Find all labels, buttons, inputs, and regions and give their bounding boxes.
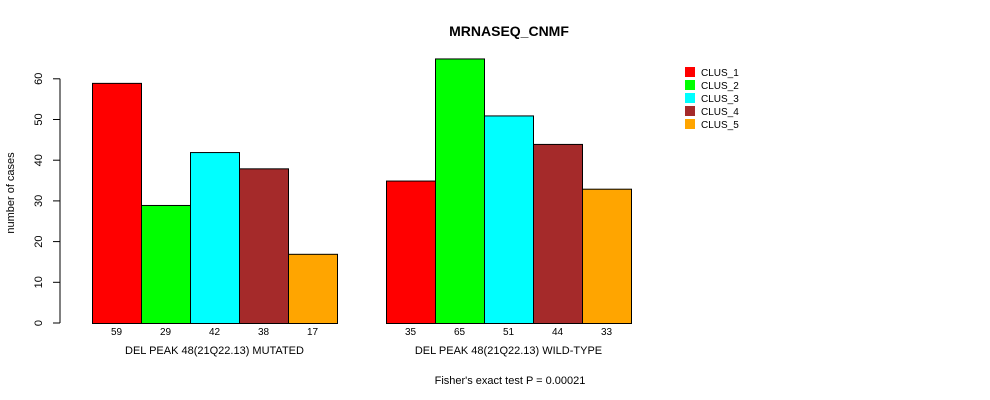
legend-swatch — [685, 119, 695, 129]
y-tick-label: 20 — [33, 235, 45, 247]
bar-group: 35 65 51 44 33 DEL PEAK 48(21Q22.13) WILD-TYP… — [386, 58, 632, 357]
y-tick-label: 40 — [33, 154, 45, 166]
y-tick-label: 60 — [33, 73, 45, 85]
y-tick-label: 0 — [33, 320, 45, 326]
bar-clus-5 — [288, 253, 338, 324]
y-axis-label: number of cases — [5, 152, 17, 234]
bar-count-label: 33 — [601, 327, 613, 338]
bar-count-label: 42 — [209, 327, 221, 338]
legend-item: CLUS_1 — [685, 67, 739, 79]
fisher-test-note: Fisher's exact test P = 0.00021 — [435, 375, 586, 387]
bar-count-label: 65 — [454, 327, 466, 338]
bar-clus-4 — [533, 143, 583, 324]
bar-count-label: 51 — [503, 327, 515, 338]
y-tick-label: 10 — [33, 276, 45, 288]
bar-clus-2 — [435, 58, 485, 324]
legend-item: CLUS_3 — [685, 93, 739, 105]
bar-clus-3 — [484, 115, 534, 325]
y-axis: 0 10 20 30 40 50 60 — [33, 73, 61, 326]
bar-count-label: 44 — [552, 327, 564, 338]
legend-item: CLUS_4 — [685, 106, 739, 118]
bar-count-label: 29 — [160, 327, 172, 338]
y-tick-label: 50 — [33, 113, 45, 125]
bar-count-label: 59 — [111, 327, 123, 338]
legend-label: CLUS_3 — [701, 94, 739, 105]
legend-swatch — [685, 67, 695, 77]
bar-clus-1 — [386, 180, 436, 324]
bar-count-label: 17 — [307, 327, 319, 338]
legend-label: CLUS_4 — [701, 107, 739, 118]
bar-clus-4 — [239, 168, 289, 324]
legend-label: CLUS_5 — [701, 120, 739, 131]
y-tick-label: 30 — [33, 195, 45, 207]
bar-clus-5 — [582, 188, 632, 324]
legend-swatch — [685, 80, 695, 90]
group-label: DEL PEAK 48(21Q22.13) WILD-TYPE — [415, 345, 602, 357]
bar-count-label: 35 — [405, 327, 417, 338]
bar-clus-2 — [141, 204, 191, 324]
bar-clus-1 — [92, 82, 142, 325]
legend-swatch — [685, 106, 695, 116]
legend-item: CLUS_5 — [685, 119, 739, 131]
chart-title: MRNASEQ_CNMF — [449, 23, 569, 39]
legend-item: CLUS_2 — [685, 80, 739, 92]
legend-label: CLUS_2 — [701, 81, 739, 92]
legend-label: CLUS_1 — [701, 68, 739, 79]
legend: CLUS_1 CLUS_2 CLUS_3 CLUS_4 CLUS_5 — [685, 67, 739, 131]
bar-count-label: 38 — [258, 327, 270, 338]
bar-clus-3 — [190, 152, 240, 324]
legend-swatch — [685, 93, 695, 103]
group-label: DEL PEAK 48(21Q22.13) MUTATED — [125, 345, 304, 357]
